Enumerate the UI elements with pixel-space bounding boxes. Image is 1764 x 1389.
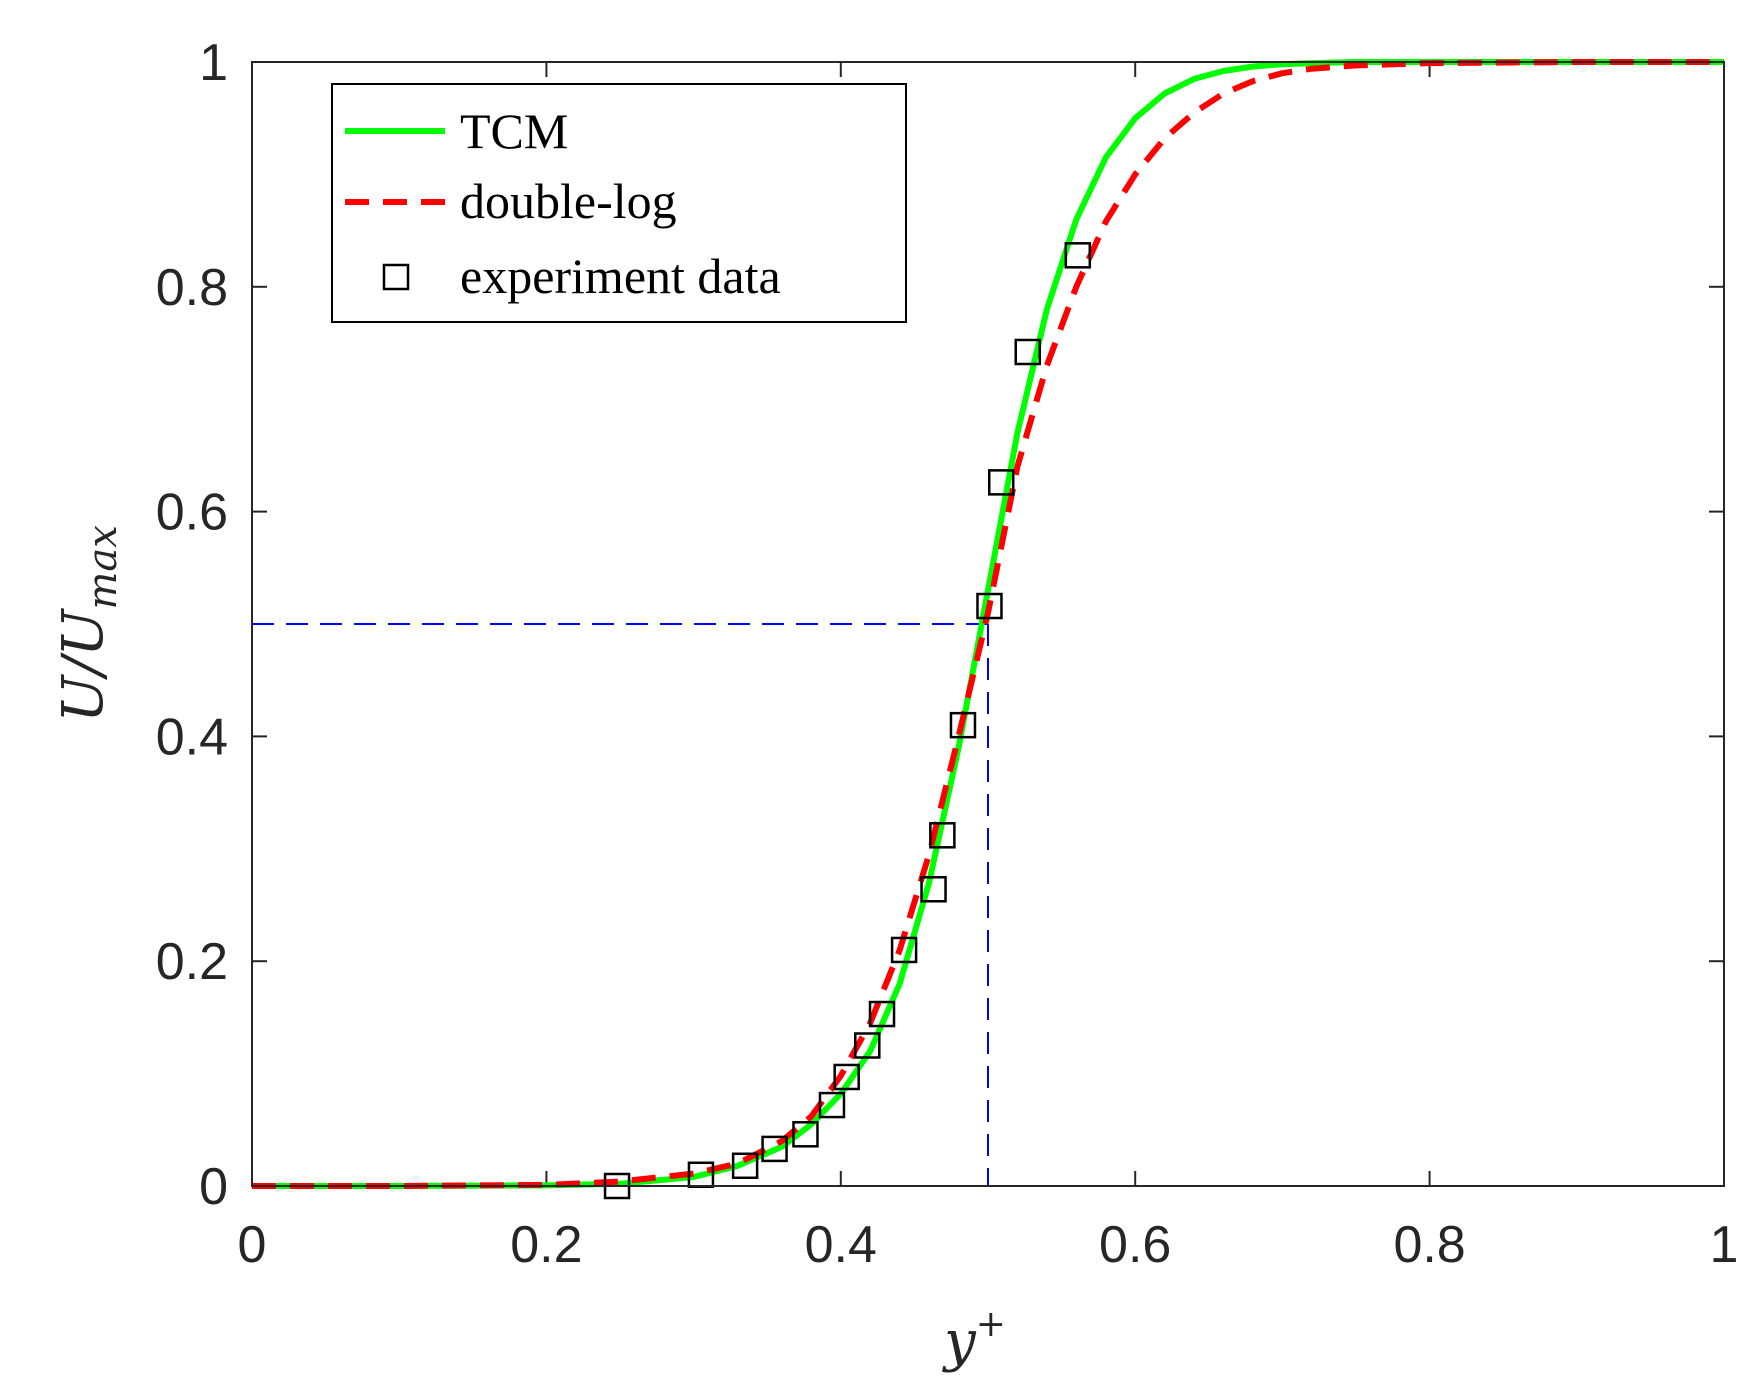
y-tick-label: 0.4 xyxy=(156,708,228,766)
experiment-markers xyxy=(603,242,1092,1200)
experiment-data-point xyxy=(833,1063,860,1091)
x-tick-label: 0.8 xyxy=(1393,1216,1465,1274)
legend-tcm-label: TCM xyxy=(460,103,568,159)
legend: TCM double-log experiment data xyxy=(331,83,907,323)
experiment-data-point xyxy=(868,1000,896,1028)
x-tick-label: 0.4 xyxy=(805,1216,877,1274)
experiment-data-point xyxy=(1064,242,1092,269)
x-tick-label: 1 xyxy=(1710,1216,1739,1274)
x-axis-title-main: y xyxy=(941,1309,977,1374)
plot-frame xyxy=(251,61,1725,1187)
experiment-data-point xyxy=(761,1135,788,1163)
y-tick-label: 0.6 xyxy=(156,484,228,542)
x-tick-label: 0.6 xyxy=(1099,1216,1171,1274)
y-tick-label: 0 xyxy=(199,1158,228,1216)
experiment-data-point xyxy=(987,469,1015,496)
y-axis-title-sub: max xyxy=(80,525,126,609)
legend-experiment-marker xyxy=(382,263,410,291)
experiment-data-point xyxy=(854,1032,881,1059)
y-axis-title-main: U/U xyxy=(51,608,116,723)
series-line-double-log xyxy=(252,59,1724,1189)
experiment-data-point xyxy=(792,1121,819,1148)
legend-experiment-label: experiment data xyxy=(460,248,781,304)
experiment-data-point xyxy=(929,822,956,849)
y-tick-label: 0.2 xyxy=(156,933,228,991)
x-axis-title: y+ xyxy=(941,1304,1006,1374)
y-tick-label: 1 xyxy=(199,34,228,92)
experiment-data-point xyxy=(920,876,947,903)
reference-lines xyxy=(252,623,989,1186)
series-line-tcm xyxy=(252,59,1724,1189)
experiment-data-point xyxy=(976,592,1003,620)
series-layer xyxy=(252,59,1724,1189)
y-axis-title: U/Umax xyxy=(51,525,126,723)
experiment-data-point xyxy=(1014,338,1041,366)
x-tick-label: 0 xyxy=(238,1216,267,1274)
y-tick-label: 0.8 xyxy=(156,259,228,317)
experiment-data-point xyxy=(949,711,977,739)
x-axis-title-sup: + xyxy=(976,1304,1006,1345)
legend-double-log-label: double-log xyxy=(460,173,677,229)
experiment-data-point xyxy=(890,936,918,964)
experiment-data-point xyxy=(818,1091,846,1119)
x-tick-label: 0.2 xyxy=(510,1216,582,1274)
tick-labels: 0 0.2 0.4 0.6 0.8 1 0 0.2 0.4 0.6 0.8 1 xyxy=(156,34,1739,1274)
experiment-data-point xyxy=(731,1152,759,1180)
